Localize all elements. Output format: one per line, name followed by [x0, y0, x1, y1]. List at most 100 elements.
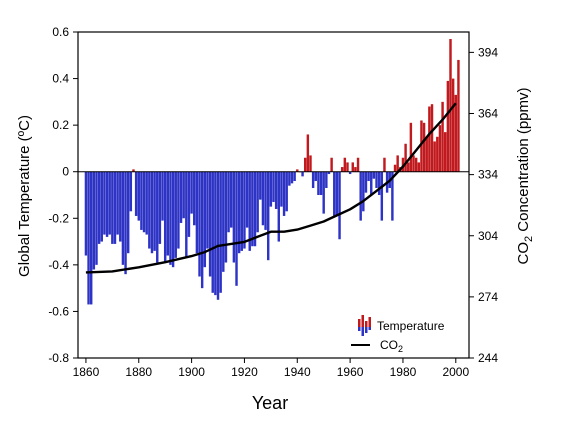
temperature-bar: [198, 171, 201, 277]
temperature-bar: [195, 171, 199, 254]
temperature-bar: [224, 171, 228, 263]
temperature-bar: [422, 122, 426, 172]
temperature-bar: [333, 171, 336, 216]
temperature-bar: [377, 171, 381, 195]
temperature-bar: [206, 171, 209, 249]
temperature-bar: [303, 157, 307, 172]
temperature-bar: [425, 136, 428, 172]
y-left-tick-label: 0.2: [52, 118, 69, 132]
temperature-bar: [105, 171, 109, 237]
temperature-bar: [296, 169, 299, 172]
legend-temperature-swatch: [358, 315, 371, 336]
temperature-bar: [407, 162, 410, 172]
temperature-bar: [309, 155, 312, 172]
legend-co2-label: CO2: [380, 338, 403, 354]
temperature-bar: [95, 171, 98, 265]
temperature-bar: [348, 171, 352, 175]
legend-swatch-blue-4: [368, 327, 371, 330]
temperature-bar: [322, 171, 325, 214]
legend-swatch-blue-3: [365, 327, 368, 333]
temperature-bar: [264, 171, 267, 230]
y-right-tick-label: 304: [478, 229, 498, 243]
temperature-bar: [338, 171, 341, 240]
temperature-bar: [216, 171, 220, 300]
temperature-bar: [132, 169, 135, 172]
temperature-bar: [364, 171, 368, 193]
temperature-bar: [436, 136, 439, 172]
x-tick-label: 1920: [231, 365, 258, 379]
legend-swatch-red-1: [358, 319, 361, 327]
temperature-bar: [116, 171, 119, 235]
temperature-bar: [171, 171, 175, 268]
temperature-bar: [282, 171, 286, 216]
temperature-bar: [230, 171, 233, 228]
temperature-bar: [454, 94, 458, 172]
temperature-bar: [327, 171, 331, 175]
temperature-bar: [169, 171, 172, 265]
y-axis-right-title-prefix: CO: [515, 242, 532, 265]
temperature-bars: [84, 38, 460, 305]
y-right-tick-label: 274: [478, 290, 498, 304]
temperature-bar: [222, 171, 225, 272]
temperature-bar: [256, 171, 259, 233]
temperature-bar: [150, 171, 154, 254]
y-right-tick-label: 394: [478, 45, 498, 59]
temperature-bar: [187, 171, 191, 237]
temperature-bar: [251, 171, 254, 247]
temperature-bar: [89, 171, 93, 305]
temperature-bar: [417, 162, 421, 172]
temperature-bar: [288, 171, 291, 186]
temperature-bar: [277, 171, 280, 242]
plot-frame: [77, 31, 470, 359]
temperature-bar: [335, 171, 339, 216]
legend-swatch-blue-2: [361, 327, 364, 336]
temperature-bar: [391, 171, 394, 221]
y-axis-right-title: CO2 Concentration (ppmv): [515, 87, 535, 264]
x-tick-label: 1880: [125, 365, 152, 379]
temperature-bar: [92, 171, 96, 270]
legend-co2-label-sub: 2: [398, 344, 403, 354]
y-left-tick-label: -0.8: [48, 351, 69, 365]
temperature-bar: [142, 171, 146, 233]
y-left-tick-label: -0.2: [48, 211, 69, 225]
co2-line: [85, 102, 457, 274]
temperature-bar: [285, 171, 288, 212]
temperature-bar: [451, 78, 455, 172]
temperature-bar: [97, 171, 101, 244]
temperature-bar: [306, 134, 310, 172]
temperature-bar: [145, 171, 148, 235]
temperature-bar: [449, 38, 452, 172]
temperature-bar: [134, 171, 138, 216]
temperature-bar: [121, 171, 125, 265]
temperature-bar: [129, 171, 133, 212]
temperature-bar: [280, 171, 283, 207]
temperature-bar: [87, 171, 90, 305]
temperature-bar: [354, 167, 357, 172]
y-axis-left-title: Global Temperature (ºC): [16, 115, 33, 277]
temperature-bar: [446, 80, 450, 172]
y-axis-right-title-sub: 2: [523, 236, 535, 242]
legend-swatch-red-3: [365, 321, 368, 327]
temperature-bar: [158, 171, 162, 244]
x-tick-label: 1860: [73, 365, 100, 379]
temperature-bar: [340, 167, 344, 172]
temperature-bar: [240, 171, 244, 251]
temperature-bar: [430, 104, 434, 172]
y-left-tick-label: -0.4: [48, 258, 69, 272]
temperature-bar: [457, 59, 460, 172]
temperature-bar: [383, 157, 386, 172]
legend-co2-label-prefix: CO: [380, 338, 398, 352]
legend-swatch-blue-1: [358, 327, 361, 331]
temperature-bar: [359, 171, 362, 221]
y-left-tick-label: -0.6: [48, 304, 69, 318]
legend-temperature-label: Temperature: [377, 319, 445, 333]
y-axis-right: 394 364 334 304 274 244: [469, 45, 498, 365]
temperature-bar: [185, 171, 188, 258]
co2-line-layer: [85, 102, 457, 274]
temperature-bar: [311, 171, 315, 189]
temperature-bar: [245, 171, 249, 228]
temperature-bar: [441, 101, 444, 172]
x-axis: 1860 1880 1900 1920 1940 1960 1980 2000: [73, 358, 469, 379]
temperature-bar: [372, 171, 376, 179]
